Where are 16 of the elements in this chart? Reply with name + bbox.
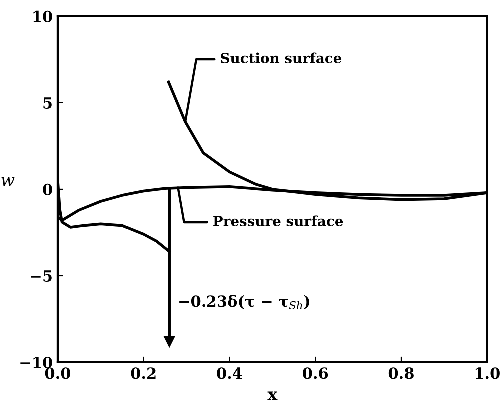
y-axis-title: w	[2, 177, 15, 186]
x-tick-label: 0.0	[45, 368, 71, 380]
y-tick-label: −5	[31, 270, 52, 282]
y-tick-label: 0	[43, 184, 52, 196]
y-tick-label: 5	[44, 98, 52, 109]
x-tick-label: 0.2	[131, 368, 156, 380]
annotation: Suction surface	[221, 52, 342, 64]
annotation: Pressure surface	[214, 216, 344, 226]
x-tick-label: 0.4	[217, 368, 242, 380]
y-tick-label: −10	[20, 356, 52, 369]
x-tick-label: 1.0	[476, 368, 500, 380]
x-tick-label: 0.8	[388, 368, 414, 380]
x-tick-label: 0.6	[303, 368, 328, 380]
y-tick-label: 10	[34, 10, 52, 22]
x-axis-title: x	[268, 392, 278, 400]
annotation: −0.23δ(τ − τ$_{Sh}$)	[180, 295, 310, 310]
